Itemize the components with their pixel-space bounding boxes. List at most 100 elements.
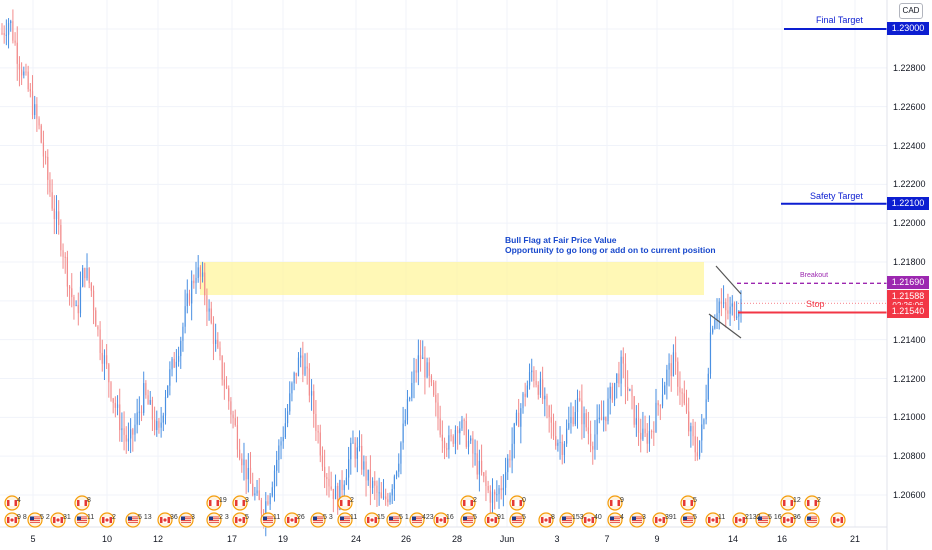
flag-band [14, 517, 17, 523]
event-count: 11 [718, 514, 725, 521]
candle-body [422, 357, 424, 359]
candle-body [411, 382, 413, 398]
flag-canton [128, 516, 132, 521]
candle-body [382, 496, 385, 498]
candle-body [95, 310, 97, 327]
candle-body [465, 420, 467, 447]
maple-leaf [290, 518, 294, 522]
candle-body [110, 382, 112, 399]
candle-body [707, 373, 709, 400]
currency-badge[interactable]: CAD [899, 3, 923, 19]
event-marker [364, 512, 380, 528]
candle-body [271, 487, 273, 496]
candle-body [714, 319, 716, 329]
candle-body [661, 394, 664, 406]
flag-band [7, 500, 10, 506]
event-marker [260, 512, 276, 528]
event-count: 391 [665, 514, 677, 521]
flag-stripe [463, 521, 473, 523]
price-tick: 1.21400 [893, 334, 926, 345]
flag-band [655, 517, 658, 523]
candle-body [607, 398, 609, 422]
candle-body [140, 411, 143, 413]
final-target-price: 1.23000 [887, 22, 929, 35]
time-tick: 10 [101, 534, 113, 544]
candle-body [548, 405, 550, 418]
candle-body [108, 364, 110, 383]
candle-body [439, 418, 441, 435]
candle-body [330, 486, 332, 490]
event-count: 2 [112, 514, 116, 521]
candle-body [103, 355, 106, 364]
event-count: 9 8 [17, 514, 27, 521]
maple-leaf [10, 518, 14, 522]
flag-stripe [128, 520, 138, 521]
flag-stripe [610, 521, 620, 523]
candle-body [528, 372, 531, 386]
candle-body [310, 391, 313, 396]
candle-body [243, 459, 245, 466]
breakout-label: Breakout [800, 272, 829, 279]
candle-body [147, 395, 149, 405]
candle-body [613, 383, 616, 401]
maple-leaf [836, 518, 840, 522]
event-marker [607, 495, 623, 528]
flag-band [735, 517, 738, 523]
event-count: 2132 [745, 514, 761, 521]
candle-body [358, 445, 361, 448]
candle-body [34, 104, 36, 115]
candle-body [692, 426, 694, 437]
candle-body [563, 443, 566, 455]
candle-body [722, 302, 725, 304]
flag-stripe [610, 518, 620, 520]
flag-stripe [683, 518, 693, 520]
candle-body [62, 250, 64, 257]
candle-body [620, 356, 622, 384]
candle-body [385, 496, 387, 500]
candle-body [729, 306, 731, 314]
candle-body [666, 369, 668, 386]
flag-stripe [807, 516, 817, 518]
candle-body [675, 352, 677, 362]
flag-band [242, 500, 245, 506]
candle-body [40, 125, 42, 143]
candle-body [64, 256, 66, 258]
flag-stripe [128, 521, 138, 523]
flag-band [242, 517, 245, 523]
candle-body [36, 104, 38, 119]
flag-canton [389, 516, 393, 521]
candle-body [524, 393, 526, 397]
candle-body [47, 156, 49, 180]
candle-body [123, 428, 125, 435]
flag-stripe [263, 516, 273, 518]
candle-body [520, 408, 522, 427]
event-marker [178, 512, 194, 528]
flag-field [7, 500, 17, 506]
annotation-text[interactable]: Bull Flag at Fair Price Value Opportunit… [505, 235, 716, 255]
candle-body [356, 447, 358, 459]
annotation-line-2: Opportunity to go long or add on to curr… [505, 245, 716, 255]
candle-body [533, 370, 535, 381]
flag-band [840, 517, 843, 523]
candle-body [308, 368, 310, 396]
candle-body [738, 313, 740, 317]
event-marker [629, 512, 645, 528]
candle-body [58, 211, 60, 225]
candle-body [389, 495, 391, 503]
candle-body [478, 460, 481, 475]
candle-body [256, 490, 258, 494]
time-tick: 26 [400, 534, 412, 544]
event-count: 5 1 [399, 514, 409, 521]
candle-body [162, 415, 164, 423]
candle-body [491, 491, 494, 503]
event-count: 11 [87, 514, 94, 521]
flag-stripe [181, 518, 191, 520]
flag-band [512, 500, 515, 506]
candle-body [219, 347, 221, 356]
maple-leaf [658, 518, 662, 522]
flag-band [610, 500, 613, 506]
event-marker [50, 512, 66, 528]
candle-body [7, 23, 10, 35]
flag-band [833, 517, 836, 523]
